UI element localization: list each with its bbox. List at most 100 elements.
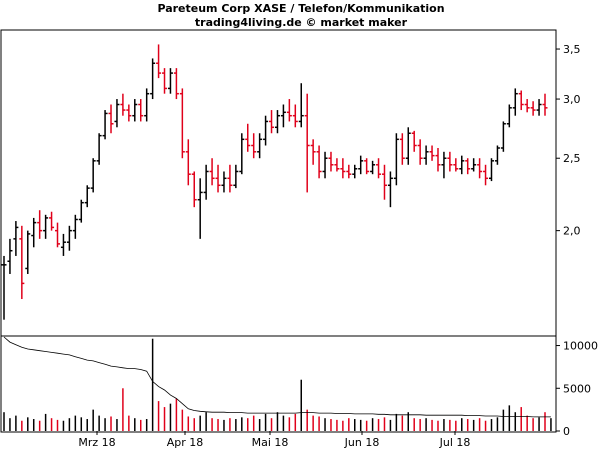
- volume-tick-label: 10000: [563, 340, 598, 353]
- ohlc-bar: [96, 133, 102, 165]
- ohlc-bar: [60, 233, 66, 256]
- ohlc-bar: [66, 225, 72, 251]
- ohlc-bar: [518, 90, 524, 111]
- ohlc-bar: [72, 214, 78, 239]
- price-tick-label: 3,5: [563, 43, 581, 56]
- ohlc-bar: [269, 110, 275, 134]
- ohlc-bar: [417, 139, 423, 165]
- ohlc-bar: [1, 255, 7, 320]
- ohlc-bar: [316, 145, 322, 179]
- date-tick-label: Apr 18: [167, 436, 204, 449]
- ohlc-bar: [49, 211, 55, 231]
- ohlc-bar: [156, 44, 162, 79]
- price-panel-frame: [0, 29, 557, 337]
- ohlc-bar: [233, 164, 239, 189]
- ohlc-bar: [197, 178, 203, 239]
- ohlc-bar: [364, 158, 370, 175]
- volume-axis: 0 5000 10000: [556, 340, 598, 438]
- price-bars: [1, 44, 548, 320]
- ohlc-bar: [13, 221, 19, 256]
- ohlc-bar: [257, 133, 263, 159]
- ohlc-bar: [162, 68, 168, 94]
- ohlc-bar: [340, 158, 346, 179]
- ohlc-bar: [227, 164, 233, 193]
- ohlc-bar: [114, 99, 120, 128]
- ohlc-bar: [251, 133, 257, 159]
- ohlc-bar: [328, 151, 334, 172]
- ohlc-bar: [78, 199, 84, 223]
- ohlc-bar: [352, 164, 358, 179]
- ohlc-bar: [209, 158, 215, 186]
- date-tick-label: Jun 18: [344, 436, 380, 449]
- date-axis: Mrz 18 Apr 18 Mai 18 Jun 18 Jul 18: [78, 431, 470, 449]
- ohlc-bar: [239, 133, 245, 175]
- ohlc-bar: [346, 164, 352, 179]
- ohlc-bar: [423, 145, 429, 165]
- ohlc-bar: [37, 210, 43, 239]
- ohlc-bar: [179, 88, 185, 159]
- price-tick-label: 2,0: [563, 225, 581, 238]
- ohlc-bar: [245, 123, 251, 152]
- ohlc-bar: [84, 185, 90, 208]
- ohlc-bar: [393, 133, 399, 186]
- ohlc-bar: [55, 222, 61, 248]
- ohlc-bar: [185, 139, 191, 186]
- volume-panel-frame: [0, 335, 557, 433]
- date-tick-label: Mai 18: [252, 436, 289, 449]
- ohlc-bar: [108, 104, 114, 134]
- ohlc-bar: [465, 158, 471, 175]
- ohlc-bar: [471, 158, 477, 172]
- ohlc-bar: [310, 139, 316, 165]
- ohlc-bar: [322, 151, 328, 179]
- date-tick-label: Jul 18: [439, 436, 471, 449]
- ohlc-bar: [7, 238, 13, 274]
- ohlc-bar: [477, 158, 483, 179]
- ohlc-bar: [292, 104, 298, 128]
- ohlc-bar: [120, 93, 126, 116]
- ohlc-bar: [358, 155, 364, 175]
- volume-bars: [3, 338, 552, 431]
- ohlc-bar: [536, 99, 542, 116]
- chart-title: Pareteum Corp XASE / Telefon/Kommunikati…: [157, 2, 444, 15]
- ohlc-bar: [447, 151, 453, 172]
- ohlc-bar: [512, 88, 518, 116]
- date-tick-label: Mrz 18: [78, 436, 115, 449]
- volume-tick-label: 0: [563, 425, 570, 438]
- ohlc-bar: [500, 121, 506, 152]
- ohlc-bar: [221, 171, 227, 193]
- ohlc-bar: [144, 88, 150, 122]
- chart-subtitle: trading4living.de © market maker: [195, 16, 408, 29]
- ohlc-bar: [298, 83, 304, 128]
- ohlc-bar: [286, 99, 292, 122]
- ohlc-bar: [370, 160, 376, 175]
- ohlc-bar: [483, 164, 489, 186]
- ohlc-bar: [376, 158, 382, 179]
- volume-average-line: [3, 336, 551, 418]
- price-tick-label: 2,5: [563, 152, 581, 165]
- ohlc-bar: [138, 99, 144, 122]
- price-axis: 2,0 2,5 3,0 3,5: [556, 43, 581, 238]
- ohlc-bar: [215, 164, 221, 193]
- ohlc-bar: [381, 164, 387, 200]
- ohlc-bar: [494, 145, 500, 165]
- ohlc-bar: [203, 164, 209, 200]
- ohlc-bar: [280, 104, 286, 128]
- ohlc-bar: [173, 68, 179, 100]
- ohlc-bar: [524, 99, 530, 113]
- ohlc-bar: [102, 110, 108, 140]
- ohlc-bar: [191, 171, 197, 208]
- ohlc-bar: [506, 104, 512, 128]
- ohlc-bar: [132, 99, 138, 122]
- ohlc-bar: [25, 230, 31, 274]
- ohlc-bar: [263, 115, 269, 146]
- ohlc-bar: [43, 214, 49, 239]
- ohlc-bar: [399, 133, 405, 165]
- ohlc-bar: [167, 68, 173, 94]
- ohlc-bar: [405, 127, 411, 165]
- ohlc-bar: [274, 110, 280, 134]
- ohlc-bar: [387, 171, 393, 208]
- ohlc-bar: [150, 58, 156, 100]
- ohlc-bar: [459, 155, 465, 175]
- ohlc-bar: [411, 130, 417, 152]
- volume-tick-label: 5000: [563, 382, 591, 395]
